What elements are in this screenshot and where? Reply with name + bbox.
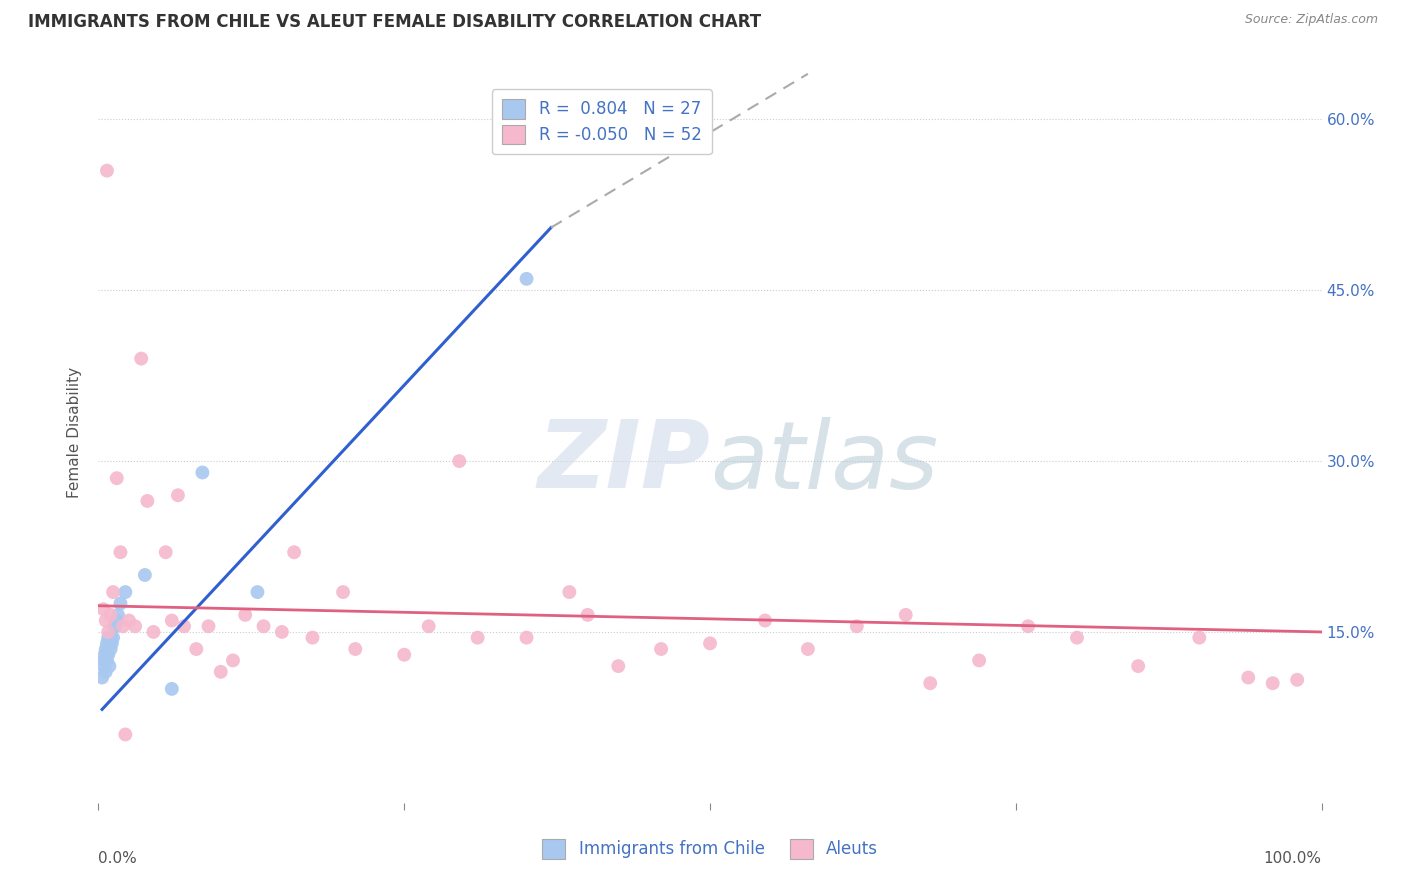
Point: [97, 624, 120, 639]
Point: [754, 614, 776, 628]
Point: [105, 614, 128, 628]
Point: [1261, 676, 1284, 690]
Point: [93, 648, 115, 662]
Point: [155, 545, 177, 559]
Point: [576, 607, 599, 622]
Point: [283, 545, 305, 559]
Point: [607, 659, 630, 673]
Point: [344, 642, 367, 657]
Point: [1286, 673, 1309, 687]
Point: [96, 653, 118, 667]
Point: [97, 631, 120, 645]
Point: [101, 631, 124, 645]
Point: [91, 602, 114, 616]
Point: [94, 614, 117, 628]
Point: [246, 585, 269, 599]
Point: [160, 614, 183, 628]
Point: [98, 636, 121, 650]
Point: [252, 619, 274, 633]
Point: [136, 494, 159, 508]
Point: [104, 619, 127, 633]
Point: [93, 653, 115, 667]
Point: [1017, 619, 1039, 633]
Point: [467, 631, 489, 645]
Y-axis label: Female Disability: Female Disability: [67, 367, 83, 499]
Point: [91, 671, 114, 685]
Point: [1066, 631, 1088, 645]
Point: [167, 488, 190, 502]
Point: [173, 619, 195, 633]
Point: [515, 272, 537, 286]
Point: [967, 653, 990, 667]
Point: [96, 636, 118, 650]
Point: [114, 727, 136, 741]
Point: [160, 681, 183, 696]
Point: [418, 619, 440, 633]
Point: [129, 351, 152, 366]
Text: ZIP: ZIP: [537, 417, 710, 508]
Point: [110, 545, 132, 559]
Point: [449, 454, 471, 468]
Text: IMMIGRANTS FROM CHILE VS ALEUT FEMALE DISABILITY CORRELATION CHART: IMMIGRANTS FROM CHILE VS ALEUT FEMALE DI…: [28, 13, 761, 31]
Point: [100, 607, 122, 622]
Point: [1237, 671, 1260, 685]
Point: [270, 624, 294, 639]
Point: [111, 619, 134, 633]
Point: [134, 568, 156, 582]
Point: [114, 585, 136, 599]
Point: [515, 631, 537, 645]
Point: [1128, 659, 1150, 673]
Point: [222, 653, 245, 667]
Point: [797, 642, 820, 657]
Point: [100, 631, 122, 645]
Text: 100.0%: 100.0%: [1264, 851, 1322, 866]
Point: [96, 163, 118, 178]
Point: [197, 619, 219, 633]
Text: atlas: atlas: [710, 417, 938, 508]
Point: [209, 665, 232, 679]
Point: [94, 665, 117, 679]
Point: [94, 642, 117, 657]
Point: [124, 619, 146, 633]
Point: [98, 659, 121, 673]
Point: [101, 636, 124, 650]
Point: [845, 619, 868, 633]
Point: [91, 659, 114, 673]
Point: [699, 636, 721, 650]
Point: [110, 597, 132, 611]
Point: [191, 466, 214, 480]
Point: [105, 471, 128, 485]
Point: [97, 648, 120, 662]
Point: [118, 614, 141, 628]
Point: [392, 648, 416, 662]
Point: [142, 624, 165, 639]
Text: 0.0%: 0.0%: [98, 851, 138, 866]
Point: [650, 642, 672, 657]
Point: [1188, 631, 1211, 645]
Text: Source: ZipAtlas.com: Source: ZipAtlas.com: [1244, 13, 1378, 27]
Point: [186, 642, 208, 657]
Point: [100, 642, 122, 657]
Point: [233, 607, 256, 622]
Point: [301, 631, 323, 645]
Point: [101, 585, 124, 599]
Point: [920, 676, 942, 690]
Point: [558, 585, 581, 599]
Point: [107, 607, 129, 622]
Point: [332, 585, 354, 599]
Legend: Immigrants from Chile, Aleuts: Immigrants from Chile, Aleuts: [531, 830, 889, 869]
Point: [103, 619, 125, 633]
Point: [894, 607, 917, 622]
